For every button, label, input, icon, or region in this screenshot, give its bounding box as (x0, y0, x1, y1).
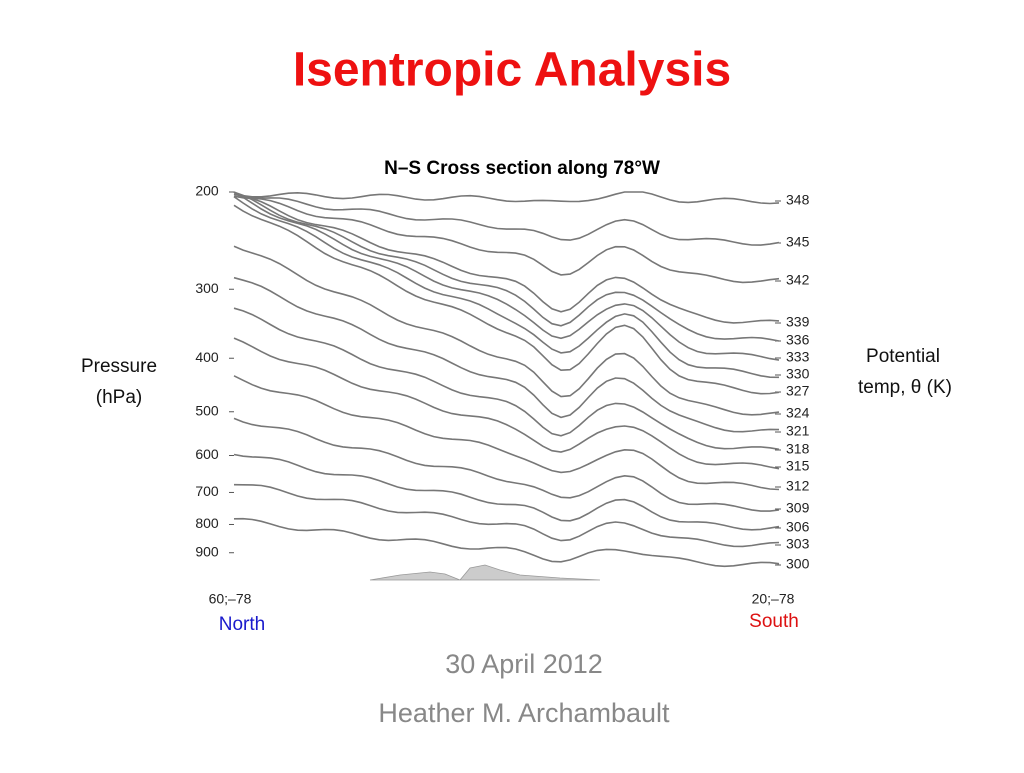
contour-line (233, 417, 780, 512)
y-tick-label: 900 (195, 543, 219, 559)
x-label: 60;–78 (209, 591, 252, 607)
contour-line (233, 191, 780, 361)
contour-line (233, 245, 780, 416)
y-tick-label: 800 (195, 515, 219, 531)
y-label: Pressure (81, 356, 157, 377)
date: 30 April 2012 (445, 649, 603, 679)
y-label: (hPa) (96, 387, 142, 408)
contour-line (233, 191, 780, 342)
north-label: North (219, 614, 265, 635)
contour-label: 312 (786, 478, 810, 494)
author: Heather M. Archambault (378, 698, 670, 728)
south-label: South (749, 611, 799, 632)
terrain (369, 564, 601, 581)
contour-line (233, 195, 780, 246)
contour-label: 327 (786, 383, 810, 399)
contour-label: 318 (786, 441, 810, 457)
contour-line (233, 517, 780, 568)
chart-title: N–S Cross section along 78°W (384, 158, 660, 179)
slide-title: Isentropic Analysis (293, 44, 731, 97)
contour-line (233, 195, 780, 284)
y2-label: Potential (866, 346, 940, 367)
x-label: 20;–78 (752, 591, 795, 607)
contour-label: 339 (786, 314, 810, 330)
contour-line (233, 193, 780, 324)
contour-label: 303 (786, 536, 810, 552)
contour-label: 306 (786, 519, 810, 535)
contour-label: 333 (786, 349, 810, 365)
contour-line (233, 196, 780, 379)
y-tick-label: 300 (195, 280, 219, 296)
y-tick-label: 200 (195, 183, 219, 199)
contour-label: 300 (786, 556, 810, 572)
contour-label: 309 (786, 500, 810, 516)
contour-line (233, 483, 780, 548)
y-tick-label: 700 (195, 483, 219, 499)
y2-label: temp, θ (K) (858, 377, 952, 398)
contour-label: 324 (786, 405, 810, 421)
contour-line (233, 307, 780, 451)
contour-line (233, 453, 780, 531)
contour-label: 348 (786, 192, 810, 208)
contour-label: 336 (786, 332, 810, 348)
contour-label: 345 (786, 234, 810, 250)
contour-line (233, 276, 780, 433)
y-tick-label: 500 (195, 402, 219, 418)
y-tick-label: 400 (195, 349, 219, 365)
contour-label: 330 (786, 366, 810, 382)
contour-label: 315 (786, 458, 810, 474)
contour-line (233, 204, 780, 395)
y-tick-label: 600 (195, 446, 219, 462)
contour-line (233, 337, 780, 470)
contour-line (233, 191, 780, 205)
contour-line (233, 375, 780, 491)
contour-label: 321 (786, 423, 810, 439)
plot-area: 2003004005006007008009003483453423393363… (195, 183, 809, 572)
contour-label: 342 (786, 272, 810, 288)
